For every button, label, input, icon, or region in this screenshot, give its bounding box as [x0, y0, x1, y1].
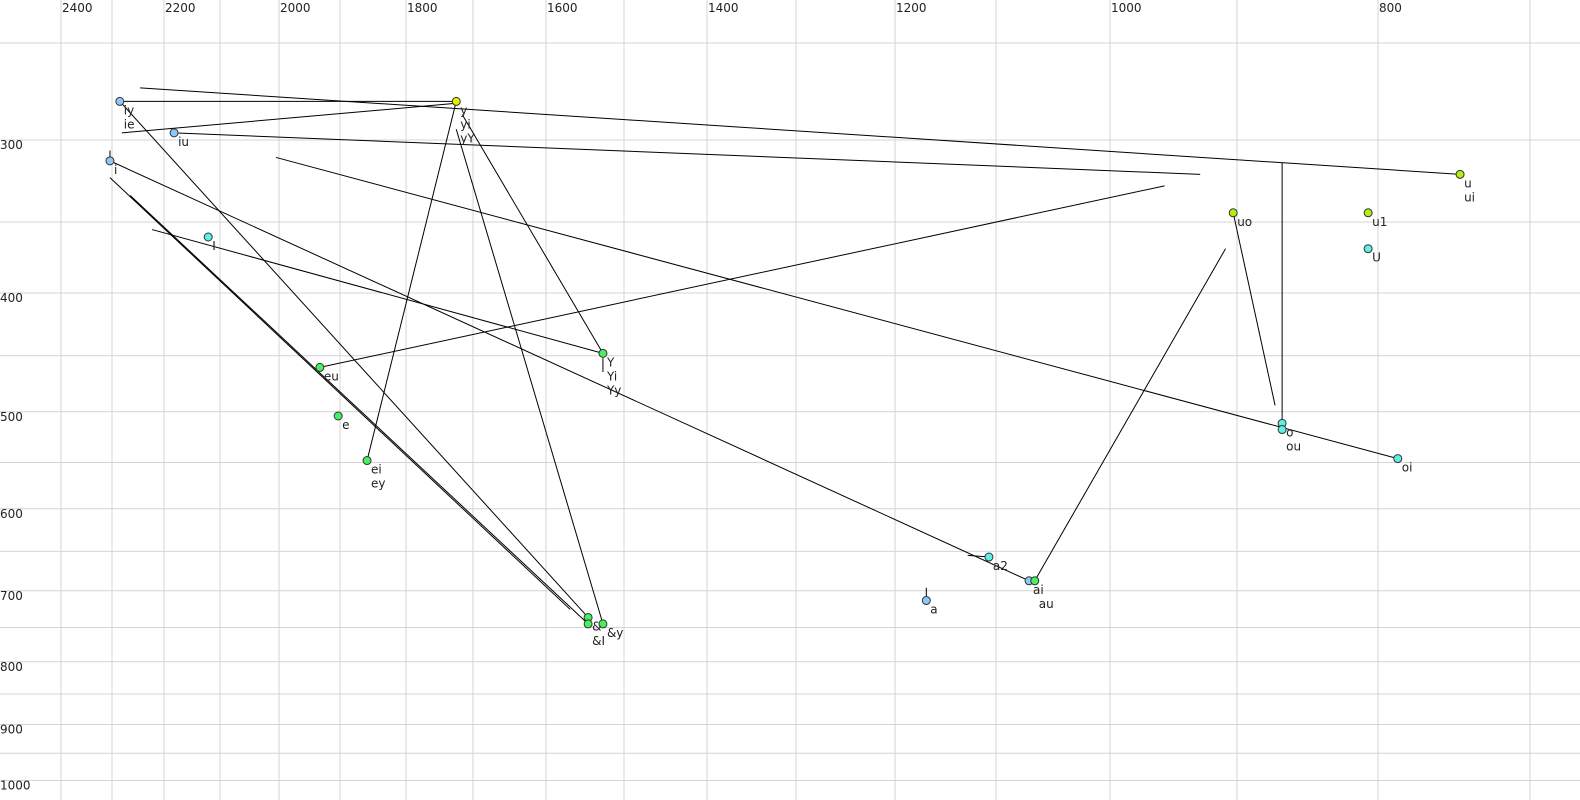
y-tick-label: 300: [0, 138, 23, 152]
data-point: [1393, 454, 1403, 464]
point-label: &: [592, 619, 601, 633]
point-label: au: [1039, 597, 1054, 611]
trajectory-line: [319, 185, 1165, 368]
point-label: yi: [460, 117, 470, 131]
data-point: [105, 156, 115, 166]
y-tick-label: 900: [0, 722, 23, 736]
trajectory-line: [121, 102, 457, 134]
trajectory-line: [109, 177, 571, 610]
x-tick-label: 1800: [407, 1, 438, 15]
data-point: [315, 362, 325, 372]
point-label: ie: [124, 117, 135, 131]
point-label: Y: [606, 355, 615, 369]
data-point: [1363, 244, 1373, 254]
point-label: eu: [324, 369, 339, 383]
y-tick-label: 1000: [0, 779, 31, 793]
trajectory-line: [174, 132, 1201, 175]
data-point: [451, 96, 461, 106]
x-tick-label: 1200: [896, 1, 927, 15]
point-label: u1: [1372, 215, 1387, 229]
trajectory-line: [1034, 248, 1227, 582]
data-point: [362, 456, 372, 466]
point-label: &y: [607, 626, 623, 640]
data-point: [1363, 208, 1373, 218]
y-tick-label: 400: [0, 291, 23, 305]
x-tick-label: 1600: [547, 1, 578, 15]
data-point: [115, 96, 125, 106]
data-point: [1228, 208, 1238, 218]
trajectory-line: [1232, 212, 1276, 406]
point-label: ei: [371, 463, 382, 477]
x-tick-label: 2000: [280, 1, 311, 15]
point-label: Yi: [606, 369, 617, 383]
point-label: iy: [124, 103, 134, 117]
point-label: ui: [1464, 190, 1475, 204]
trajectory-line: [461, 114, 604, 354]
point-label: U: [1372, 251, 1381, 265]
data-points: [105, 96, 1465, 629]
data-point: [169, 128, 179, 138]
point-label: o: [1286, 425, 1293, 439]
trajectories: [109, 87, 1461, 625]
data-point: [583, 619, 593, 629]
y-tick-label: 500: [0, 410, 23, 424]
data-point: [984, 552, 994, 562]
trajectory-line: [140, 87, 1461, 175]
data-point: [1455, 169, 1465, 179]
point-label: iu: [178, 135, 189, 149]
x-tick-label: 1400: [708, 1, 739, 15]
y-axis-ticks: 300 400 500 600 700 800 900 1000: [0, 138, 31, 793]
data-point: [598, 348, 608, 358]
y-tick-label: 600: [0, 507, 23, 521]
x-tick-label: 800: [1379, 1, 1402, 15]
x-tick-label: 1000: [1111, 1, 1142, 15]
trajectory-line: [129, 195, 589, 625]
y-tick-label: 800: [0, 660, 23, 674]
point-label: ai: [1033, 583, 1044, 597]
x-axis-ticks: 2400 2200 2000 1800 1600 1400 1200 1000 800: [62, 1, 1402, 15]
trajectory-line: [119, 101, 589, 618]
point-label: uo: [1237, 215, 1252, 229]
trajectory-line: [151, 229, 604, 354]
point-label: u: [1464, 176, 1472, 190]
data-point: [598, 619, 608, 629]
point-label: oi: [1402, 461, 1413, 475]
trajectory-line: [109, 160, 1030, 582]
point-label: I: [212, 239, 216, 253]
point-label: Yy: [606, 383, 621, 397]
trajectory-line: [455, 129, 604, 625]
point-label: a2: [993, 559, 1008, 573]
point-label: a: [930, 603, 937, 617]
trajectory-line: [366, 101, 457, 461]
data-point: [333, 411, 343, 421]
x-tick-label: 2200: [165, 1, 196, 15]
point-label: ou: [1286, 440, 1301, 454]
point-label: ey: [371, 477, 385, 491]
point-label: i: [114, 163, 117, 177]
trajectory-line: [275, 156, 1398, 460]
point-label: &I: [592, 634, 605, 648]
data-point: [1277, 425, 1287, 435]
y-tick-label: 700: [0, 589, 23, 603]
data-point: [921, 596, 931, 606]
point-label: y: [460, 103, 467, 117]
data-point: [1030, 576, 1040, 586]
point-label: e: [342, 418, 349, 432]
x-tick-label: 2400: [62, 1, 93, 15]
data-point: [203, 232, 213, 242]
point-label: yY: [460, 131, 475, 145]
